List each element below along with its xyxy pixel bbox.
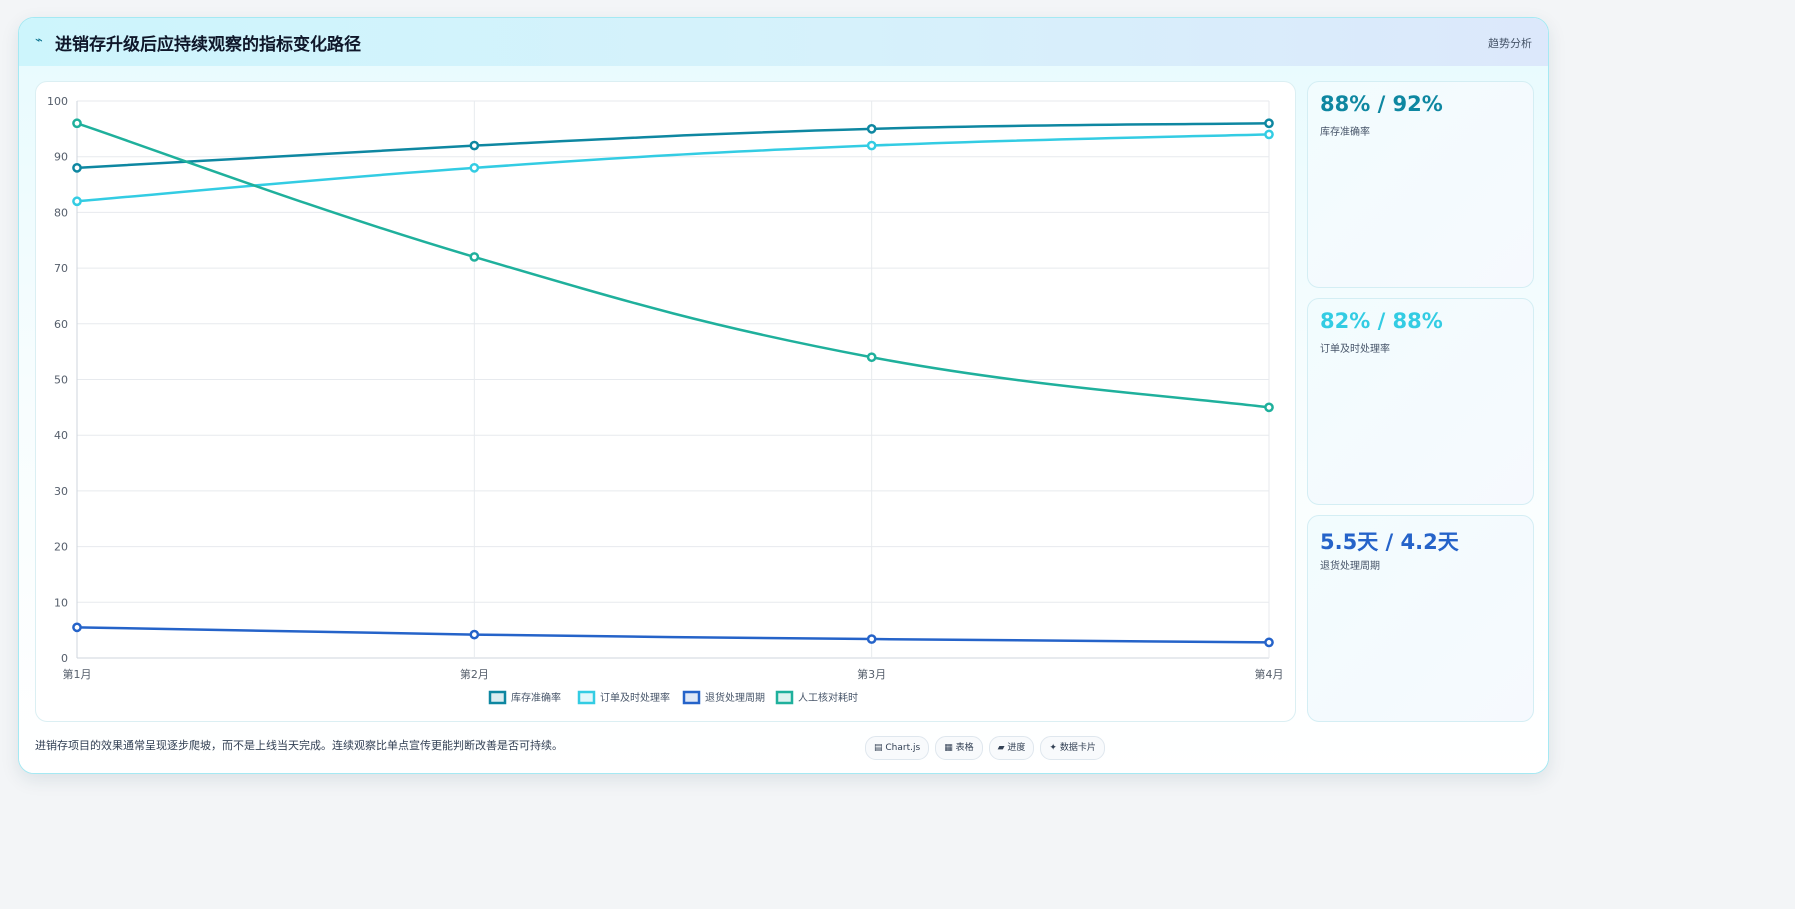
series-line	[76, 122, 1270, 170]
footnote: 进销存项目的效果通常呈现逐步爬坡，而不是上线当天完成。连续观察比单点宣传更能判断…	[35, 739, 563, 752]
chip-chartjs[interactable]: ▤ Chart.js	[865, 736, 930, 760]
y-tick-label: 0	[61, 652, 68, 665]
chip-label: 表格	[955, 743, 974, 753]
feature-chips: ▤ Chart.js ▦ 表格 ▰ 进度 ✦ 数据卡片	[865, 736, 1111, 760]
chip-data-card[interactable]: ✦ 数据卡片	[1040, 736, 1105, 760]
y-tick-label: 90	[54, 151, 68, 164]
chart-panel: 0 10 20 30 40 50 60 70 80 90 100 第1月 第2月 第3月 第4月库存准确率 订…	[35, 81, 1296, 722]
data-point	[72, 162, 82, 173]
chip-table[interactable]: ▦ 表格	[935, 736, 983, 760]
chart-icon: ▤	[874, 743, 883, 753]
card-body: 0 10 20 30 40 50 60 70 80 90 100 第1月 第2月 第3月 第4月 库存准确率订…	[19, 66, 1548, 773]
stat-label: 库存准确率	[1320, 127, 1370, 138]
chip-label: 数据卡片	[1059, 743, 1096, 753]
data-point	[469, 140, 480, 151]
data-point	[1264, 402, 1274, 413]
data-point	[72, 622, 82, 633]
series-line	[76, 626, 1270, 644]
data-point	[866, 140, 877, 151]
legend-label: 退货处理周期	[705, 691, 765, 704]
data-point	[1264, 118, 1274, 129]
card-header: ⌁ 进销存升级后应持续观察的指标变化路径 趋势分析	[19, 18, 1548, 67]
legend-label: 人工核对耗时	[798, 691, 858, 704]
x-tick-label: 第3月	[857, 667, 886, 681]
y-tick-label: 20	[54, 541, 68, 554]
legend-swatch	[577, 690, 596, 705]
chip-label: Chart.js	[885, 743, 921, 753]
data-point	[866, 352, 877, 363]
x-tick-label: 第1月	[63, 667, 92, 681]
y-tick-label: 30	[54, 485, 68, 498]
chip-label: 进度	[1007, 743, 1026, 753]
y-tick-label: 70	[54, 262, 68, 275]
trend-analysis-tag: 趋势分析	[1488, 37, 1532, 50]
data-point	[1264, 129, 1274, 140]
stat-card-return-cycle: 5.5天 / 4.2天 退货处理周期	[1307, 515, 1534, 722]
data-point	[469, 629, 480, 640]
card-title: 进销存升级后应持续观察的指标变化路径	[55, 35, 361, 55]
legend-swatch	[775, 690, 794, 705]
trend-line-icon: ⌁	[35, 33, 43, 48]
progress-icon: ▰	[997, 743, 1005, 753]
chip-progress[interactable]: ▰ 进度	[988, 736, 1035, 760]
legend-swatch	[682, 690, 701, 705]
series-line	[76, 122, 1270, 409]
data-point	[866, 124, 877, 134]
y-tick-label: 80	[54, 206, 68, 219]
stat-value: 82% / 88%	[1320, 309, 1443, 333]
y-tick-label: 100	[47, 95, 68, 108]
trend-card: ⌁ 进销存升级后应持续观察的指标变化路径 趋势分析 0 10 20 30 40 50 60 7…	[18, 17, 1549, 774]
stat-label: 订单及时处理率	[1320, 344, 1390, 355]
data-point	[72, 196, 82, 207]
series-line	[76, 133, 1270, 203]
table-icon: ▦	[944, 743, 953, 753]
legend-label: 库存准确率	[511, 691, 561, 704]
data-point	[866, 634, 877, 644]
data-point	[469, 252, 480, 262]
data-point	[469, 162, 480, 173]
y-tick-label: 60	[54, 318, 68, 331]
data-point	[1264, 637, 1274, 648]
x-tick-label: 第4月	[1255, 667, 1284, 681]
sparkle-icon: ✦	[1049, 743, 1057, 753]
stat-value: 88% / 92%	[1320, 92, 1443, 116]
data-point	[72, 118, 82, 129]
stat-card-order-timeliness: 82% / 88% 订单及时处理率	[1307, 298, 1534, 505]
legend-label: 订单及时处理率	[600, 691, 670, 704]
y-tick-label: 40	[54, 429, 68, 442]
stat-card-inventory-accuracy: 88% / 92% 库存准确率	[1307, 81, 1534, 288]
y-tick-label: 10	[54, 596, 68, 609]
legend-swatch	[488, 690, 507, 705]
y-tick-label: 50	[54, 374, 68, 387]
stat-value: 5.5天 / 4.2天	[1320, 530, 1459, 554]
stat-label: 退货处理周期	[1320, 561, 1380, 572]
x-tick-label: 第2月	[460, 667, 489, 681]
